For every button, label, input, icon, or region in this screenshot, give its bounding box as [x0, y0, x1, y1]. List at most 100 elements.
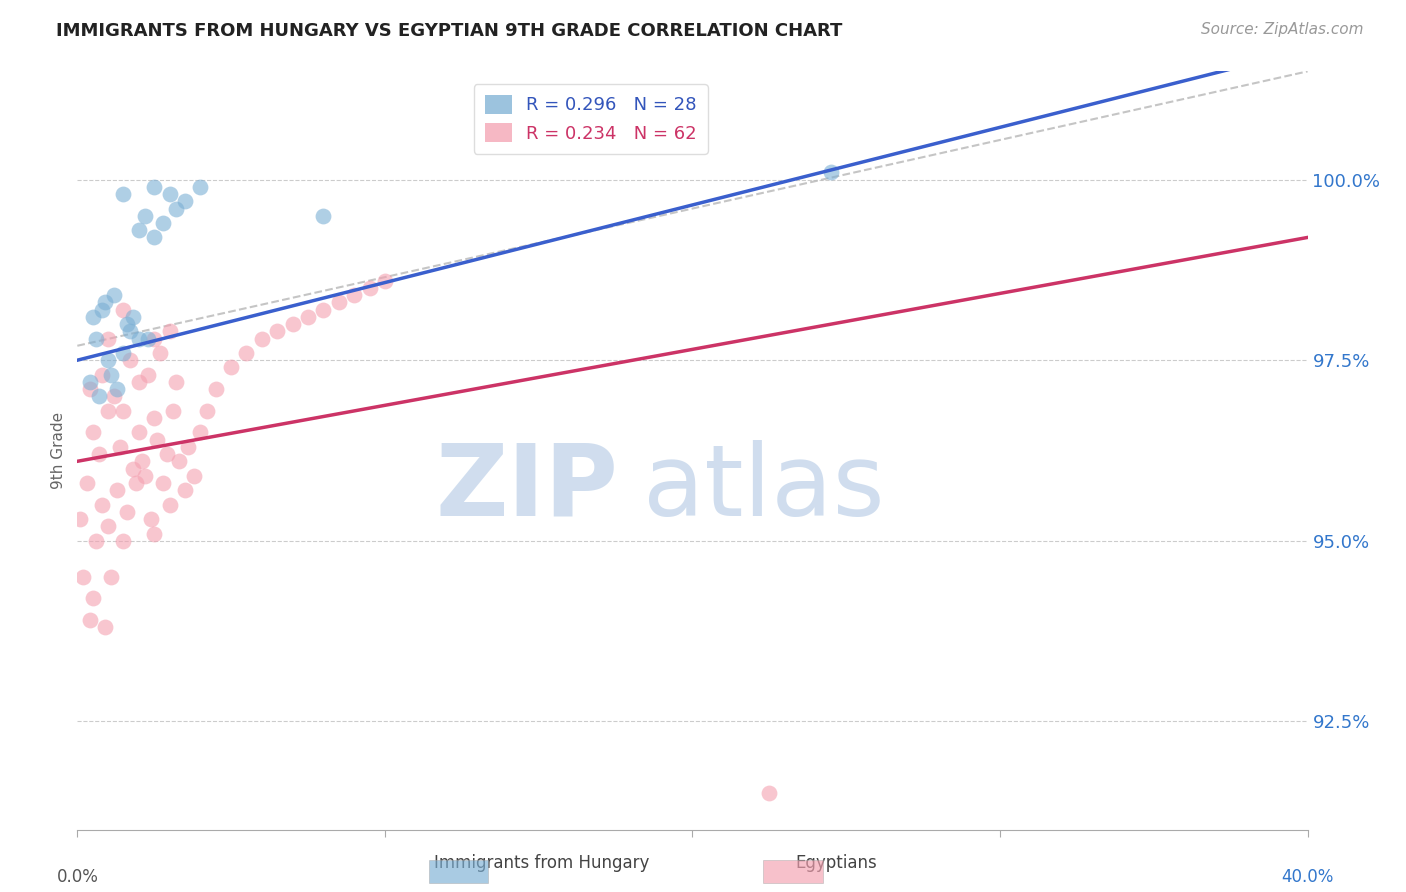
Point [152, 475, 174, 490]
Point [146, 433, 169, 447]
Point [143, 526, 166, 541]
Point [72, 570, 94, 584]
Point [219, 360, 242, 375]
Point [125, 475, 148, 490]
Point [87, 447, 110, 461]
Point [143, 230, 166, 244]
Point [79, 613, 101, 627]
Point [112, 403, 135, 417]
Point [97, 353, 120, 368]
Point [90, 368, 114, 382]
Text: 0.0%: 0.0% [56, 869, 98, 887]
Point [69, 512, 91, 526]
Point [79, 382, 101, 396]
Point [121, 461, 143, 475]
Point [188, 425, 212, 440]
Point [105, 382, 128, 396]
Point [188, 180, 212, 194]
Point [128, 425, 150, 440]
Point [174, 483, 197, 498]
Point [100, 368, 122, 382]
Point [758, 787, 780, 801]
Point [152, 216, 174, 230]
Point [143, 180, 166, 194]
Point [128, 223, 150, 237]
Text: Immigrants from Hungary: Immigrants from Hungary [433, 855, 650, 872]
Point [165, 202, 187, 216]
Point [374, 274, 396, 288]
Point [159, 187, 181, 202]
Point [128, 332, 150, 346]
Point [343, 288, 366, 302]
Point [121, 310, 143, 324]
Point [159, 498, 181, 512]
Point [183, 468, 205, 483]
Point [97, 403, 120, 417]
Text: atlas: atlas [644, 440, 884, 537]
Text: 40.0%: 40.0% [1281, 869, 1334, 887]
Point [90, 498, 114, 512]
Point [162, 403, 184, 417]
Text: IMMIGRANTS FROM HUNGARY VS EGYPTIAN 9TH GRADE CORRELATION CHART: IMMIGRANTS FROM HUNGARY VS EGYPTIAN 9TH … [56, 22, 842, 40]
Point [82, 310, 104, 324]
Point [97, 332, 120, 346]
Point [103, 389, 125, 403]
Legend: R = 0.296   N = 28, R = 0.234   N = 62: R = 0.296 N = 28, R = 0.234 N = 62 [474, 84, 707, 153]
Point [159, 324, 181, 338]
Point [110, 440, 132, 454]
Y-axis label: 9th Grade: 9th Grade [51, 412, 66, 489]
Point [136, 332, 159, 346]
Point [174, 194, 197, 209]
Point [155, 447, 177, 461]
Point [136, 368, 159, 382]
Point [94, 295, 117, 310]
Point [134, 468, 156, 483]
Point [84, 332, 107, 346]
Text: ZIP: ZIP [436, 440, 619, 537]
Point [165, 375, 187, 389]
Text: Egyptians: Egyptians [796, 855, 877, 872]
Point [115, 317, 138, 331]
Point [79, 375, 101, 389]
Point [204, 382, 226, 396]
Point [87, 389, 110, 403]
Point [134, 209, 156, 223]
Point [281, 317, 304, 331]
Text: Source: ZipAtlas.com: Source: ZipAtlas.com [1201, 22, 1364, 37]
Point [167, 454, 190, 468]
Point [112, 346, 135, 360]
Point [112, 533, 135, 548]
Point [105, 483, 128, 498]
Point [266, 324, 288, 338]
Point [312, 209, 335, 223]
Point [235, 346, 257, 360]
Point [82, 591, 104, 606]
Point [195, 403, 218, 417]
Point [103, 288, 125, 302]
Point [141, 512, 163, 526]
Point [118, 324, 141, 338]
Point [359, 281, 381, 295]
Point [97, 519, 120, 533]
Point [149, 346, 172, 360]
Point [94, 620, 117, 634]
Point [76, 475, 98, 490]
Point [128, 375, 150, 389]
Point [177, 440, 200, 454]
Point [250, 332, 273, 346]
Point [297, 310, 319, 324]
Point [131, 454, 153, 468]
Point [143, 411, 166, 425]
Point [112, 187, 135, 202]
Point [90, 302, 114, 317]
Point [820, 165, 842, 179]
Point [100, 570, 122, 584]
Point [115, 505, 138, 519]
Point [118, 353, 141, 368]
Point [328, 295, 350, 310]
Point [112, 302, 135, 317]
Point [82, 425, 104, 440]
Point [84, 533, 107, 548]
Point [312, 302, 335, 317]
Point [143, 332, 166, 346]
